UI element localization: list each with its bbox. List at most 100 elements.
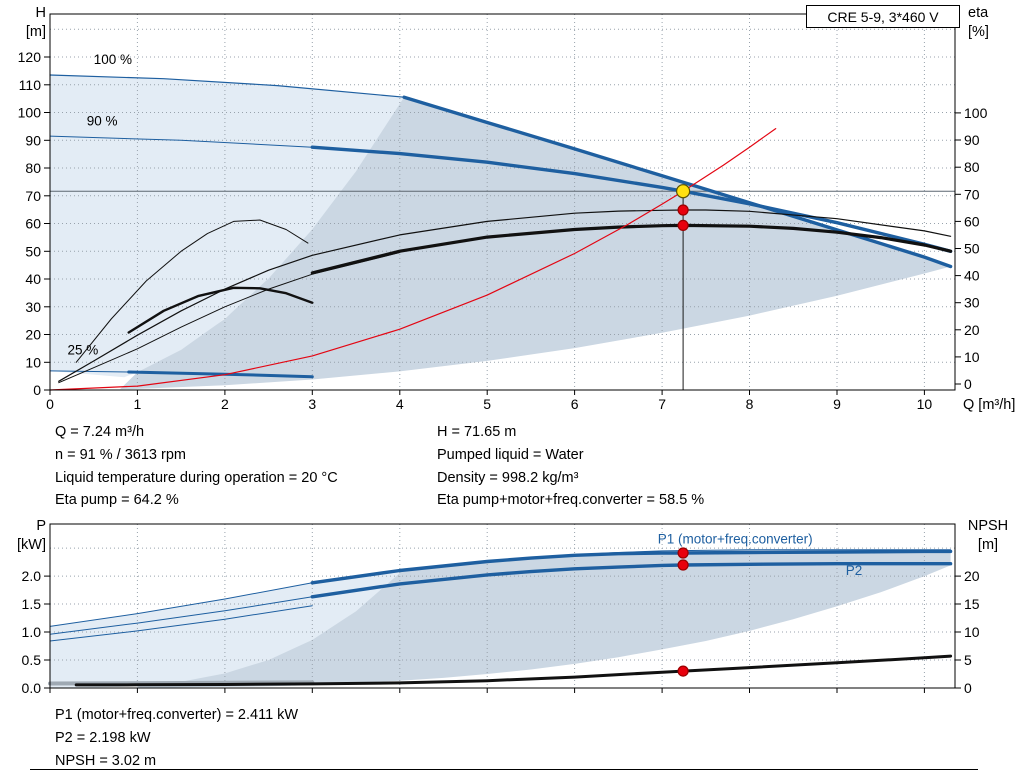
p-curve-thin-3 xyxy=(49,605,313,642)
y-right-tick-label: 50 xyxy=(964,241,980,257)
y-left-tick-label: 30 xyxy=(25,299,41,315)
y-left-tick-label: 40 xyxy=(25,271,41,287)
duty-info-right: H = 71.65 m Pumped liquid = Water Densit… xyxy=(437,421,704,512)
eta-total-point xyxy=(677,219,689,231)
duty-info-left: Q = 7.24 m³/h n = 91 % / 3613 rpm Liquid… xyxy=(55,421,338,512)
y-left-tick-label: 90 xyxy=(25,132,41,148)
p1-curve xyxy=(310,549,953,585)
info-line-q: Q = 7.24 m³/h xyxy=(55,424,145,440)
x-tick-label: 6 xyxy=(571,396,579,412)
info-line-eta-pump: Eta pump = 64.2 % xyxy=(55,492,179,509)
y-left-tick-label: 80 xyxy=(25,160,41,176)
info-line-n: n = 91 % / 3613 rpm xyxy=(55,446,186,463)
info-line-p1: P1 (motor+freq.converter) = 2.411 kW xyxy=(55,707,299,723)
y-left-tick-label: 2.0 xyxy=(22,568,42,584)
plot-border xyxy=(49,523,956,689)
label-100pct: 100 % xyxy=(94,52,132,67)
y-left-tick-label: 100 xyxy=(18,105,42,121)
label-25pct: 25 % xyxy=(68,343,99,358)
info-line-temp: Liquid temperature during operation = 20… xyxy=(55,469,338,486)
label-p2: P2 xyxy=(846,563,863,578)
npsh-axis-unit-label: NPSH [m] xyxy=(967,518,1009,553)
p2-curve xyxy=(310,562,953,599)
y-left-tick-label: 1.5 xyxy=(22,596,42,612)
plot-border xyxy=(49,13,956,391)
eta-axis-unit-label: eta [%] xyxy=(968,5,989,40)
y-right-tick-label: 0 xyxy=(964,376,972,392)
envelope-dark xyxy=(120,97,951,390)
info-line-density: Density = 998.2 kg/m³ xyxy=(437,469,579,486)
y-left-tick-label: 0.5 xyxy=(22,652,42,668)
x-tick-label: 5 xyxy=(483,396,491,412)
x-tick-label: 1 xyxy=(134,396,142,412)
x-tick-label: 8 xyxy=(746,396,754,412)
y-right-tick-label: 10 xyxy=(964,624,980,640)
pump-model-badge: CRE 5-9, 3*460 V xyxy=(806,5,960,28)
p1-point xyxy=(677,547,689,559)
label-90pct: 90 % xyxy=(87,114,118,129)
y-left-tick-label: 70 xyxy=(25,188,41,204)
speed-90-curve-thin xyxy=(49,135,313,148)
x-tick-label: 10 xyxy=(917,396,933,412)
eta-pump-point xyxy=(677,204,689,216)
y-right-tick-label: 30 xyxy=(964,295,980,311)
y-left-tick-label: 120 xyxy=(18,49,42,65)
divider-line xyxy=(30,769,978,770)
x-tick-label: 0 xyxy=(46,396,54,412)
x-tick-label: 9 xyxy=(833,396,841,412)
system-curve xyxy=(49,128,777,391)
y-right-tick-label: 5 xyxy=(964,652,972,668)
y-left-tick-label: 50 xyxy=(25,243,41,259)
speed-100-curve xyxy=(402,95,953,269)
p-25-curve xyxy=(48,680,315,686)
info-line-p2: P2 = 2.198 kW xyxy=(55,729,151,746)
x-tick-label: 3 xyxy=(308,396,316,412)
power-info: P1 (motor+freq.converter) = 2.411 kW P2 … xyxy=(55,704,298,772)
y-left-tick-label: 1.0 xyxy=(22,624,42,640)
power-envelope-dark xyxy=(137,550,951,688)
y-left-tick-label: 20 xyxy=(25,327,41,343)
speed-25-curve-thin xyxy=(49,370,130,373)
label-p1: P1 (motor+freq.converter) xyxy=(658,531,813,546)
speed-100-curve-thin xyxy=(49,74,405,98)
p-curve-thin-2 xyxy=(49,596,313,635)
y-right-tick-label: 20 xyxy=(964,322,980,338)
y-left-tick-label: 10 xyxy=(25,354,41,370)
y-left-tick-label: 0.0 xyxy=(22,680,42,696)
eta-arc-small xyxy=(75,219,309,363)
info-line-npsh: NPSH = 3.02 m xyxy=(55,752,157,769)
eta-pump-curve xyxy=(58,209,952,382)
y-left-tick-label: 0 xyxy=(33,382,41,398)
info-line-eta-total: Eta pump+motor+freq.converter = 58.5 % xyxy=(437,492,705,509)
x-tick-label: 4 xyxy=(396,396,404,412)
y-right-tick-label: 60 xyxy=(964,213,980,229)
y-left-tick-label: 110 xyxy=(19,77,42,93)
info-line-h: H = 71.65 m xyxy=(437,424,517,440)
y-right-tick-label: 0 xyxy=(964,680,972,696)
y-right-tick-label: 90 xyxy=(964,132,980,148)
info-line-liquid: Pumped liquid = Water xyxy=(437,446,584,463)
h-axis-unit-label: H [m] xyxy=(25,5,46,40)
hq-chart: 0 1 2 3 4 5 6 7 8 9 100102030405060708090100110120… xyxy=(18,13,988,412)
p-axis-unit-label: P [kW] xyxy=(17,518,46,553)
x-tick-label: 2 xyxy=(221,396,229,412)
x-tick-label: 7 xyxy=(658,396,666,412)
eta-arc-small-thick xyxy=(127,286,314,334)
y-right-tick-label: 40 xyxy=(964,268,980,284)
y-right-tick-label: 80 xyxy=(964,159,980,175)
q-axis-label: Q [m³/h] xyxy=(963,397,1016,413)
y-right-tick-label: 70 xyxy=(964,186,980,202)
p2-point xyxy=(677,559,689,571)
duty-speed-curve xyxy=(310,145,953,254)
y-right-tick-label: 15 xyxy=(964,596,980,612)
y-right-tick-label: 10 xyxy=(964,349,980,365)
duty-point xyxy=(675,184,691,199)
power-envelope-light xyxy=(50,569,405,688)
y-right-tick-label: 100 xyxy=(964,105,988,121)
npsh-point xyxy=(677,665,689,677)
envelope-light xyxy=(50,75,405,378)
power-npsh-chart: 0.0 0.5 1.0 1.5 2.0 0 5 10 15 20 P1 (motor+freq.co… xyxy=(22,523,980,696)
npsh-curve xyxy=(74,654,953,687)
y-right-tick-label: 20 xyxy=(964,568,980,584)
